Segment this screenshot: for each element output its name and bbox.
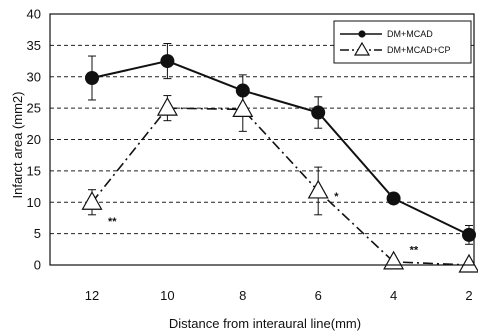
- data-point-dm-mcad: [386, 191, 401, 206]
- data-point-dm-mcad-cp: [156, 96, 178, 116]
- data-point-dm-mcad: [160, 54, 175, 69]
- data-point-dm-mcad-cp: [307, 179, 329, 199]
- legend-label-dm-mcad-cp: DM+MCAD+CP: [387, 45, 451, 55]
- x-tick-labels: 12 10 8 6 4 2: [85, 288, 473, 303]
- legend-box: [333, 20, 472, 64]
- y-tick-label: 15: [27, 163, 41, 178]
- x-tick-label: 4: [390, 288, 397, 303]
- data-point-dm-mcad-cp: [232, 98, 254, 117]
- data-point-dm-mcad-cp: [81, 191, 103, 210]
- legend-marker-dm-mcad-cp: [353, 41, 371, 56]
- series-line-dm-mcad: [91, 60, 470, 236]
- y-tick-label: 25: [27, 101, 41, 116]
- data-point-dm-mcad-cp: [383, 250, 405, 270]
- legend-label-dm-mcad: DM+MCAD: [387, 29, 433, 39]
- y-tick-label: 35: [27, 38, 41, 53]
- plot-frame: [49, 13, 475, 266]
- significance-marker: **: [108, 216, 117, 228]
- y-tick-labels: 0 5 10 15 20 25 30 35 40: [27, 7, 41, 273]
- x-axis-title: Distance from interaural line(mm): [169, 316, 361, 331]
- series-line-dm-mcad-cp: [91, 107, 470, 266]
- y-tick-label: 10: [27, 195, 41, 210]
- data-point-dm-mcad-cp: [458, 253, 478, 273]
- data-point-dm-mcad: [85, 71, 99, 86]
- series-group: [81, 42, 478, 273]
- legend: DM+MCAD DM+MCAD+CP: [333, 20, 472, 64]
- data-point-dm-mcad: [311, 105, 326, 120]
- legend-marker-dm-mcad: [358, 30, 366, 38]
- y-tick-label: 20: [27, 132, 41, 147]
- data-point-dm-mcad: [462, 227, 476, 242]
- gridlines: [50, 44, 474, 235]
- x-tick-label: 8: [239, 288, 246, 303]
- y-tick-label: 0: [34, 258, 41, 273]
- y-tick-label: 30: [27, 69, 41, 84]
- significance-marker: **: [410, 244, 419, 256]
- y-tick-label: 5: [34, 226, 41, 241]
- y-tick-label: 40: [27, 7, 41, 22]
- x-tick-label: 10: [160, 288, 174, 303]
- significance-marker: *: [334, 191, 339, 203]
- y-axis-title: Infarct area (mm2): [10, 92, 25, 199]
- x-tick-label: 6: [315, 288, 322, 303]
- x-tick-label: 12: [85, 288, 99, 303]
- significance-annotations: ******: [108, 191, 419, 256]
- x-tick-label: 2: [465, 288, 472, 303]
